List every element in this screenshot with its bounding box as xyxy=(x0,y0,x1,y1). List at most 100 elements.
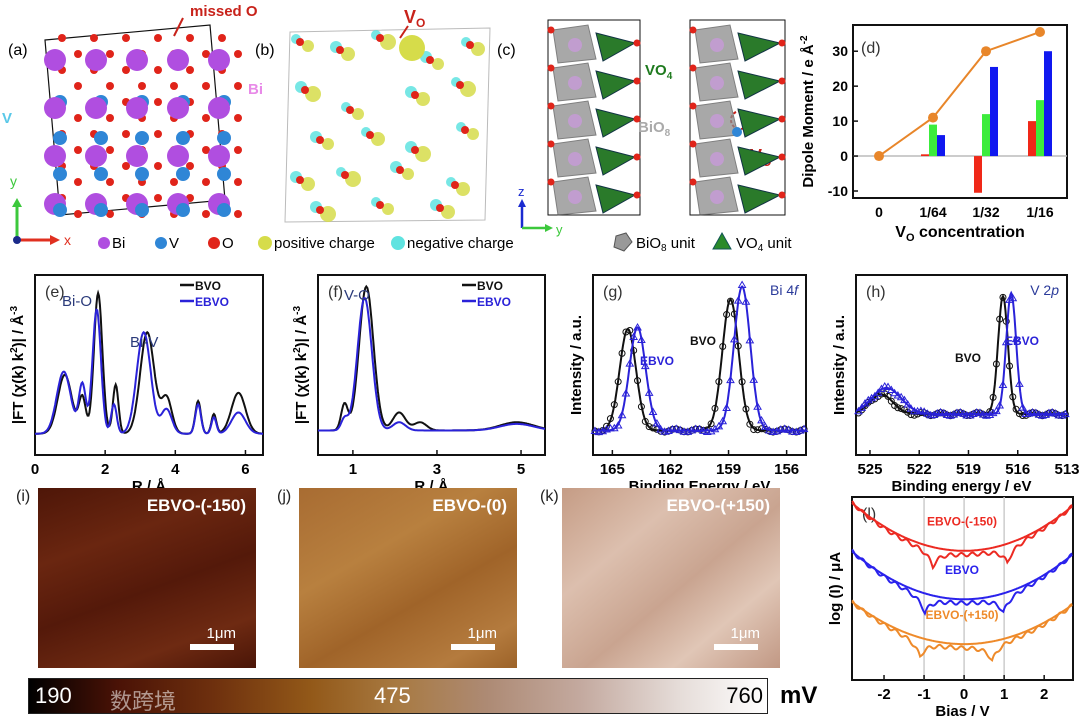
data-marker xyxy=(1002,317,1010,325)
v-atom xyxy=(176,203,190,217)
data-marker xyxy=(1015,410,1023,418)
o-atom xyxy=(633,115,641,123)
axis-y-label-c: y xyxy=(556,222,563,237)
x-tick-label: 522 xyxy=(907,461,932,478)
data-marker xyxy=(1044,408,1054,417)
bi-atom xyxy=(44,97,66,119)
legend-label: EBVO xyxy=(195,295,229,309)
data-marker xyxy=(1008,293,1018,302)
watermark: 数跨境 xyxy=(110,689,177,714)
positive-charge-lobe xyxy=(352,108,364,120)
data-marker xyxy=(873,388,883,396)
o-atom xyxy=(296,176,304,184)
x-tick-label: 1 xyxy=(1000,686,1008,703)
chart-h: 525 522 519 516 513 Binding energy / eV Intens… xyxy=(831,274,1080,495)
v-atom xyxy=(217,131,231,145)
o-atom xyxy=(106,50,114,58)
data-marker xyxy=(1001,337,1011,346)
bi-atom xyxy=(167,145,189,167)
vo4-tetrahedron xyxy=(595,32,637,62)
curve-label: EBVO xyxy=(945,563,979,577)
bar-green xyxy=(1036,100,1044,157)
o-atom xyxy=(106,82,114,90)
data-marker xyxy=(992,360,1000,368)
curve-label: EBVO-(-150) xyxy=(927,515,997,529)
o-atom xyxy=(58,34,66,42)
data-marker xyxy=(1006,362,1014,370)
o-atom xyxy=(376,201,384,209)
xy-axes-icon: y x xyxy=(10,173,71,248)
vo4-unit-icon xyxy=(712,231,732,250)
o-atom xyxy=(234,146,242,154)
x-tick-label: 1 xyxy=(349,461,357,478)
data-marker xyxy=(854,406,863,415)
bi-atom xyxy=(710,76,724,90)
afm-image-i: (i) EBVO-(-150) 1μm xyxy=(16,488,256,668)
plot-frame xyxy=(855,274,1068,456)
data-marker xyxy=(998,380,1008,388)
data-marker xyxy=(1054,410,1064,419)
x-tick-label: 2 xyxy=(101,461,109,478)
bar-green xyxy=(929,124,937,157)
panel-label-a: (a) xyxy=(8,42,28,59)
o-atom xyxy=(234,114,242,122)
data-marker xyxy=(860,399,870,407)
bi-atom xyxy=(126,97,148,119)
positive-charge-lobe xyxy=(416,92,430,106)
colorbar-mid: 475 xyxy=(374,683,411,708)
bar-blue xyxy=(990,66,998,157)
legend-vo4-unit: VO4 unit xyxy=(736,235,792,254)
iv-curve-forward xyxy=(851,550,1073,601)
legend-bi: Bi xyxy=(112,235,125,252)
o-atom xyxy=(154,98,162,106)
data-marker xyxy=(622,328,630,336)
y-axis-title: |FT (χ(k) k2)| / Å-3 xyxy=(292,305,310,424)
o-atom xyxy=(547,140,555,148)
chart-f: 1 3 5R / Å|FT (χ(k) k2)| / Å-3(f) V-OBVOEBV… xyxy=(292,274,546,495)
bi-atom xyxy=(126,49,148,71)
y-axis-title: Dipole Moment / e Å-2 xyxy=(799,35,817,188)
y-axis-title: |FT (χ(k) k2)| / Å-3 xyxy=(9,305,27,424)
curve-label: EBVO-(+150) xyxy=(925,608,998,622)
iv-curve-reverse xyxy=(851,500,1073,571)
o-atom xyxy=(186,34,194,42)
o-atom xyxy=(689,26,697,34)
bi-atom xyxy=(208,145,230,167)
axis-x-label: x xyxy=(64,232,71,248)
o-atom xyxy=(461,126,469,134)
bi-atom xyxy=(44,49,66,71)
data-marker xyxy=(648,407,658,416)
x-tick-label: -1 xyxy=(917,686,930,703)
iv-curve-reverse xyxy=(851,548,1073,616)
o-atom xyxy=(376,34,384,42)
data-marker xyxy=(718,416,728,425)
vo4-tetrahedron xyxy=(595,108,637,138)
o-atom xyxy=(154,162,162,170)
bi-atom xyxy=(85,97,107,119)
v-atom xyxy=(53,131,67,145)
bi-atom xyxy=(208,49,230,71)
panel-a-crystal-structure: (a) missed O Bi V y x xyxy=(2,3,263,248)
data-marker xyxy=(714,421,724,430)
o-atom xyxy=(186,66,194,74)
data-marker xyxy=(707,420,715,428)
data-marker xyxy=(1021,409,1031,418)
legend-o: O xyxy=(222,235,234,252)
data-marker xyxy=(903,399,913,408)
data-marker xyxy=(1005,295,1014,303)
scale-bar xyxy=(451,644,495,650)
o-atom xyxy=(74,178,82,186)
data-marker xyxy=(923,409,932,417)
v-atom xyxy=(135,131,149,145)
data-marker xyxy=(637,403,645,411)
vacancy-charge-lobe xyxy=(399,35,425,61)
data-marker xyxy=(939,408,949,417)
data-marker xyxy=(742,405,750,413)
data-marker xyxy=(726,297,734,305)
data-marker xyxy=(909,406,919,415)
data-marker xyxy=(723,311,731,319)
bi-atom xyxy=(710,38,724,52)
y-axis-title: Intensity / a.u. xyxy=(831,315,848,415)
positive-charge-lobe xyxy=(471,42,485,56)
